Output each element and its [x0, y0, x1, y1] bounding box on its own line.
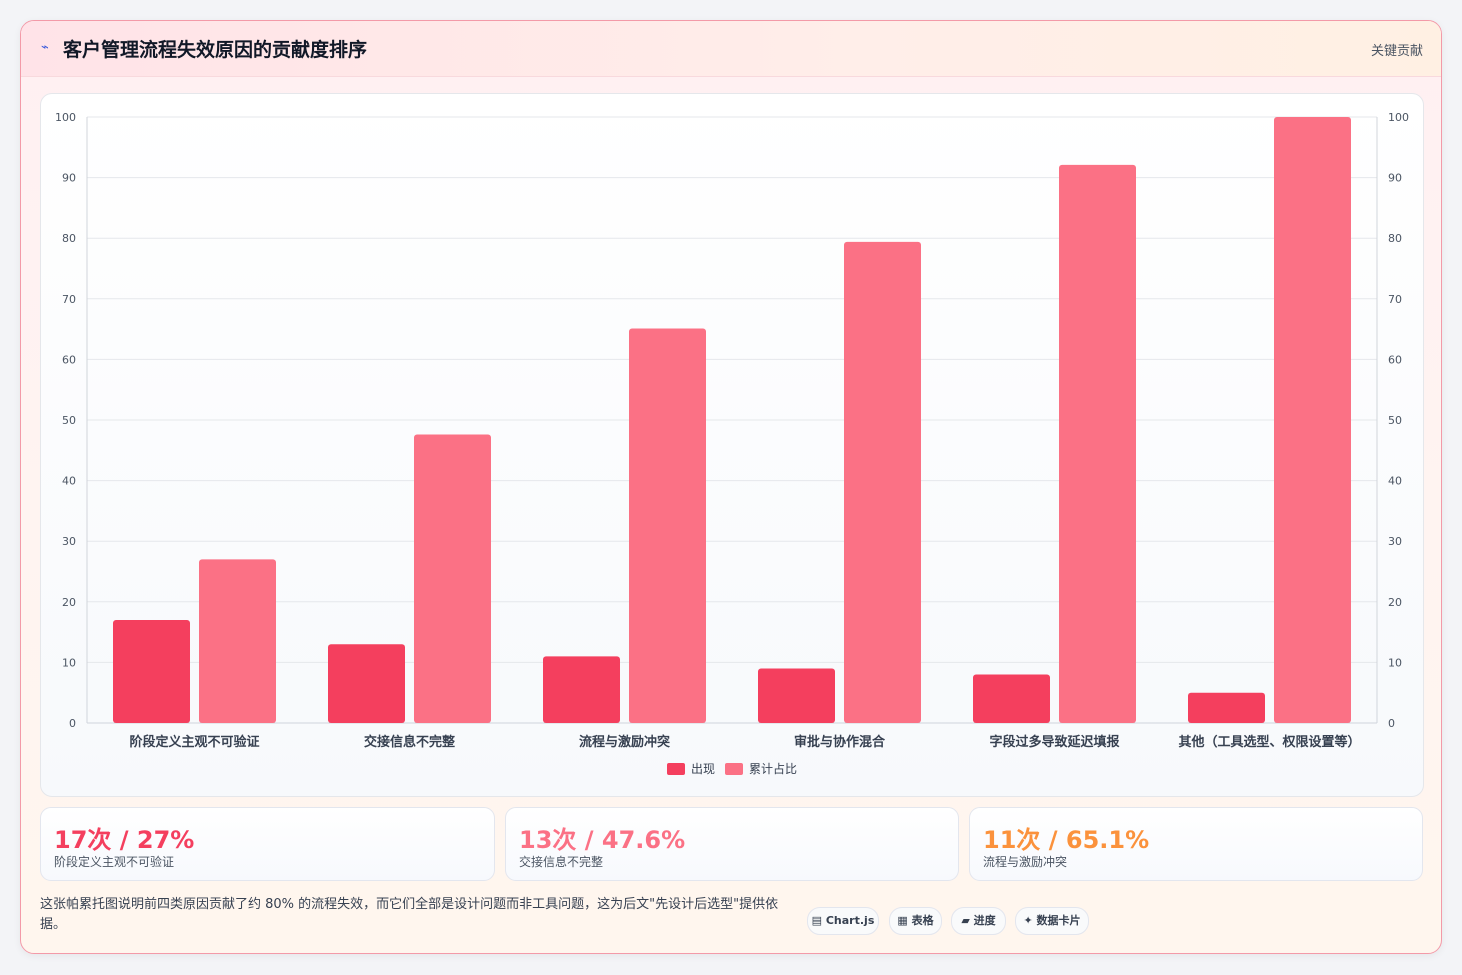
legend-swatch [725, 763, 743, 775]
bar-cumulative [1274, 117, 1351, 723]
y-tick-label: 60 [62, 353, 76, 366]
pareto-chart: 0 10 20 30 40 50 60 70 80 90 100 0 10 20 30 40 50 60 70 80 9… [55, 111, 1409, 776]
y2-tick-label: 0 [1388, 717, 1395, 730]
card-header: ⌁ 客户管理流程失效原因的贡献度排序 关键贡献 [21, 21, 1441, 77]
tag-label: 表格 [911, 914, 934, 927]
tag-label: 进度 [973, 914, 996, 927]
y-tick-label: 90 [62, 172, 76, 185]
tag-chartjs[interactable]: ▤ Chart.js [807, 907, 879, 935]
stat-label: 阶段定义主观不可验证 [54, 855, 175, 869]
y2-tick-label: 30 [1388, 535, 1402, 548]
bar-cumulative [199, 559, 276, 723]
y2-tick-label: 50 [1388, 414, 1402, 427]
y-tick-label: 80 [62, 232, 76, 245]
chart-panel: 0 10 20 30 40 50 60 70 80 90 100 0 10 20 30 40 50 60 70 80 9… [40, 93, 1424, 797]
stat-card-1: 17次 / 27% 阶段定义主观不可验证 [40, 807, 495, 881]
y2-tick-label: 40 [1388, 475, 1402, 488]
y2-tick-label: 90 [1388, 172, 1402, 185]
legend-label: 累计占比 [749, 761, 797, 776]
y2-tick-label: 20 [1388, 596, 1402, 609]
tag-data-card[interactable]: ✦ 数据卡片 [1015, 907, 1089, 935]
x-tick-label: 其他（工具选型、权限设置等） [1178, 734, 1360, 750]
bar-cumulative [629, 328, 706, 723]
chart-card: ⌁ 客户管理流程失效原因的贡献度排序 关键贡献 0 10 20 30 40 50 60 70 8… [20, 20, 1442, 954]
y2-tick-label: 100 [1388, 111, 1409, 124]
page-title: 客户管理流程失效原因的贡献度排序 [63, 39, 368, 61]
stat-label: 流程与激励冲突 [983, 855, 1068, 869]
stat-value: 13次 / 47.6% [519, 826, 686, 854]
stat-label: 交接信息不完整 [519, 855, 604, 869]
y-tick-label: 40 [62, 475, 76, 488]
tag-progress[interactable]: ▰ 进度 [951, 907, 1006, 935]
legend-label: 出现 [691, 762, 715, 776]
trend-line-icon: ⌁ [41, 40, 49, 55]
x-tick-label: 字段过多导致延迟填报 [989, 734, 1120, 750]
x-tick-label: 阶段定义主观不可验证 [129, 734, 259, 750]
tag-label: Chart.js [825, 914, 875, 927]
y2-tick-label: 80 [1388, 232, 1402, 245]
footnote: 这张帕累托图说明前四类原因贡献了约 80% 的流程失效，而它们全部是设计问题而非… [40, 897, 779, 932]
stat-value: 17次 / 27% [54, 826, 195, 854]
table-icon: ▦ [897, 914, 908, 927]
y2-tick-label: 10 [1388, 656, 1402, 669]
x-tick-label: 流程与激励冲突 [579, 734, 670, 750]
data-card-icon: ✦ [1023, 914, 1033, 927]
y-tick-label: 50 [62, 414, 76, 427]
progress-icon: ▰ [961, 914, 970, 927]
stat-card-3: 11次 / 65.1% 流程与激励冲突 [969, 807, 1423, 881]
bar-occurrence [973, 674, 1050, 723]
y-tick-label: 0 [69, 717, 76, 730]
y-tick-label: 100 [55, 111, 76, 124]
bar-occurrence [1188, 692, 1265, 723]
stat-card-2: 13次 / 47.6% 交接信息不完整 [505, 807, 959, 881]
bar-cumulative [414, 434, 491, 723]
y-tick-label: 20 [62, 596, 76, 609]
y-tick-label: 30 [62, 535, 76, 548]
bar-cumulative [1059, 164, 1136, 723]
tag-label: 数据卡片 [1036, 914, 1081, 927]
x-tick-label: 审批与协作混合 [794, 734, 886, 750]
tag-table[interactable]: ▦ 表格 [889, 907, 942, 935]
legend-swatch [667, 763, 685, 775]
y-tick-label: 10 [62, 656, 76, 669]
bar-cumulative [844, 241, 921, 723]
bar-occurrence [113, 619, 190, 723]
stat-value: 11次 / 65.1% [983, 826, 1150, 854]
y2-tick-label: 70 [1388, 293, 1402, 306]
bar-occurrence [328, 644, 405, 723]
header-tag: 关键贡献 [1370, 44, 1423, 59]
y-tick-label: 70 [62, 293, 76, 306]
bar-occurrence [758, 668, 835, 723]
x-tick-label: 交接信息不完整 [364, 734, 456, 750]
y2-tick-label: 60 [1388, 353, 1402, 366]
bar-occurrence [543, 656, 620, 723]
chart-icon: ▤ [811, 914, 823, 927]
